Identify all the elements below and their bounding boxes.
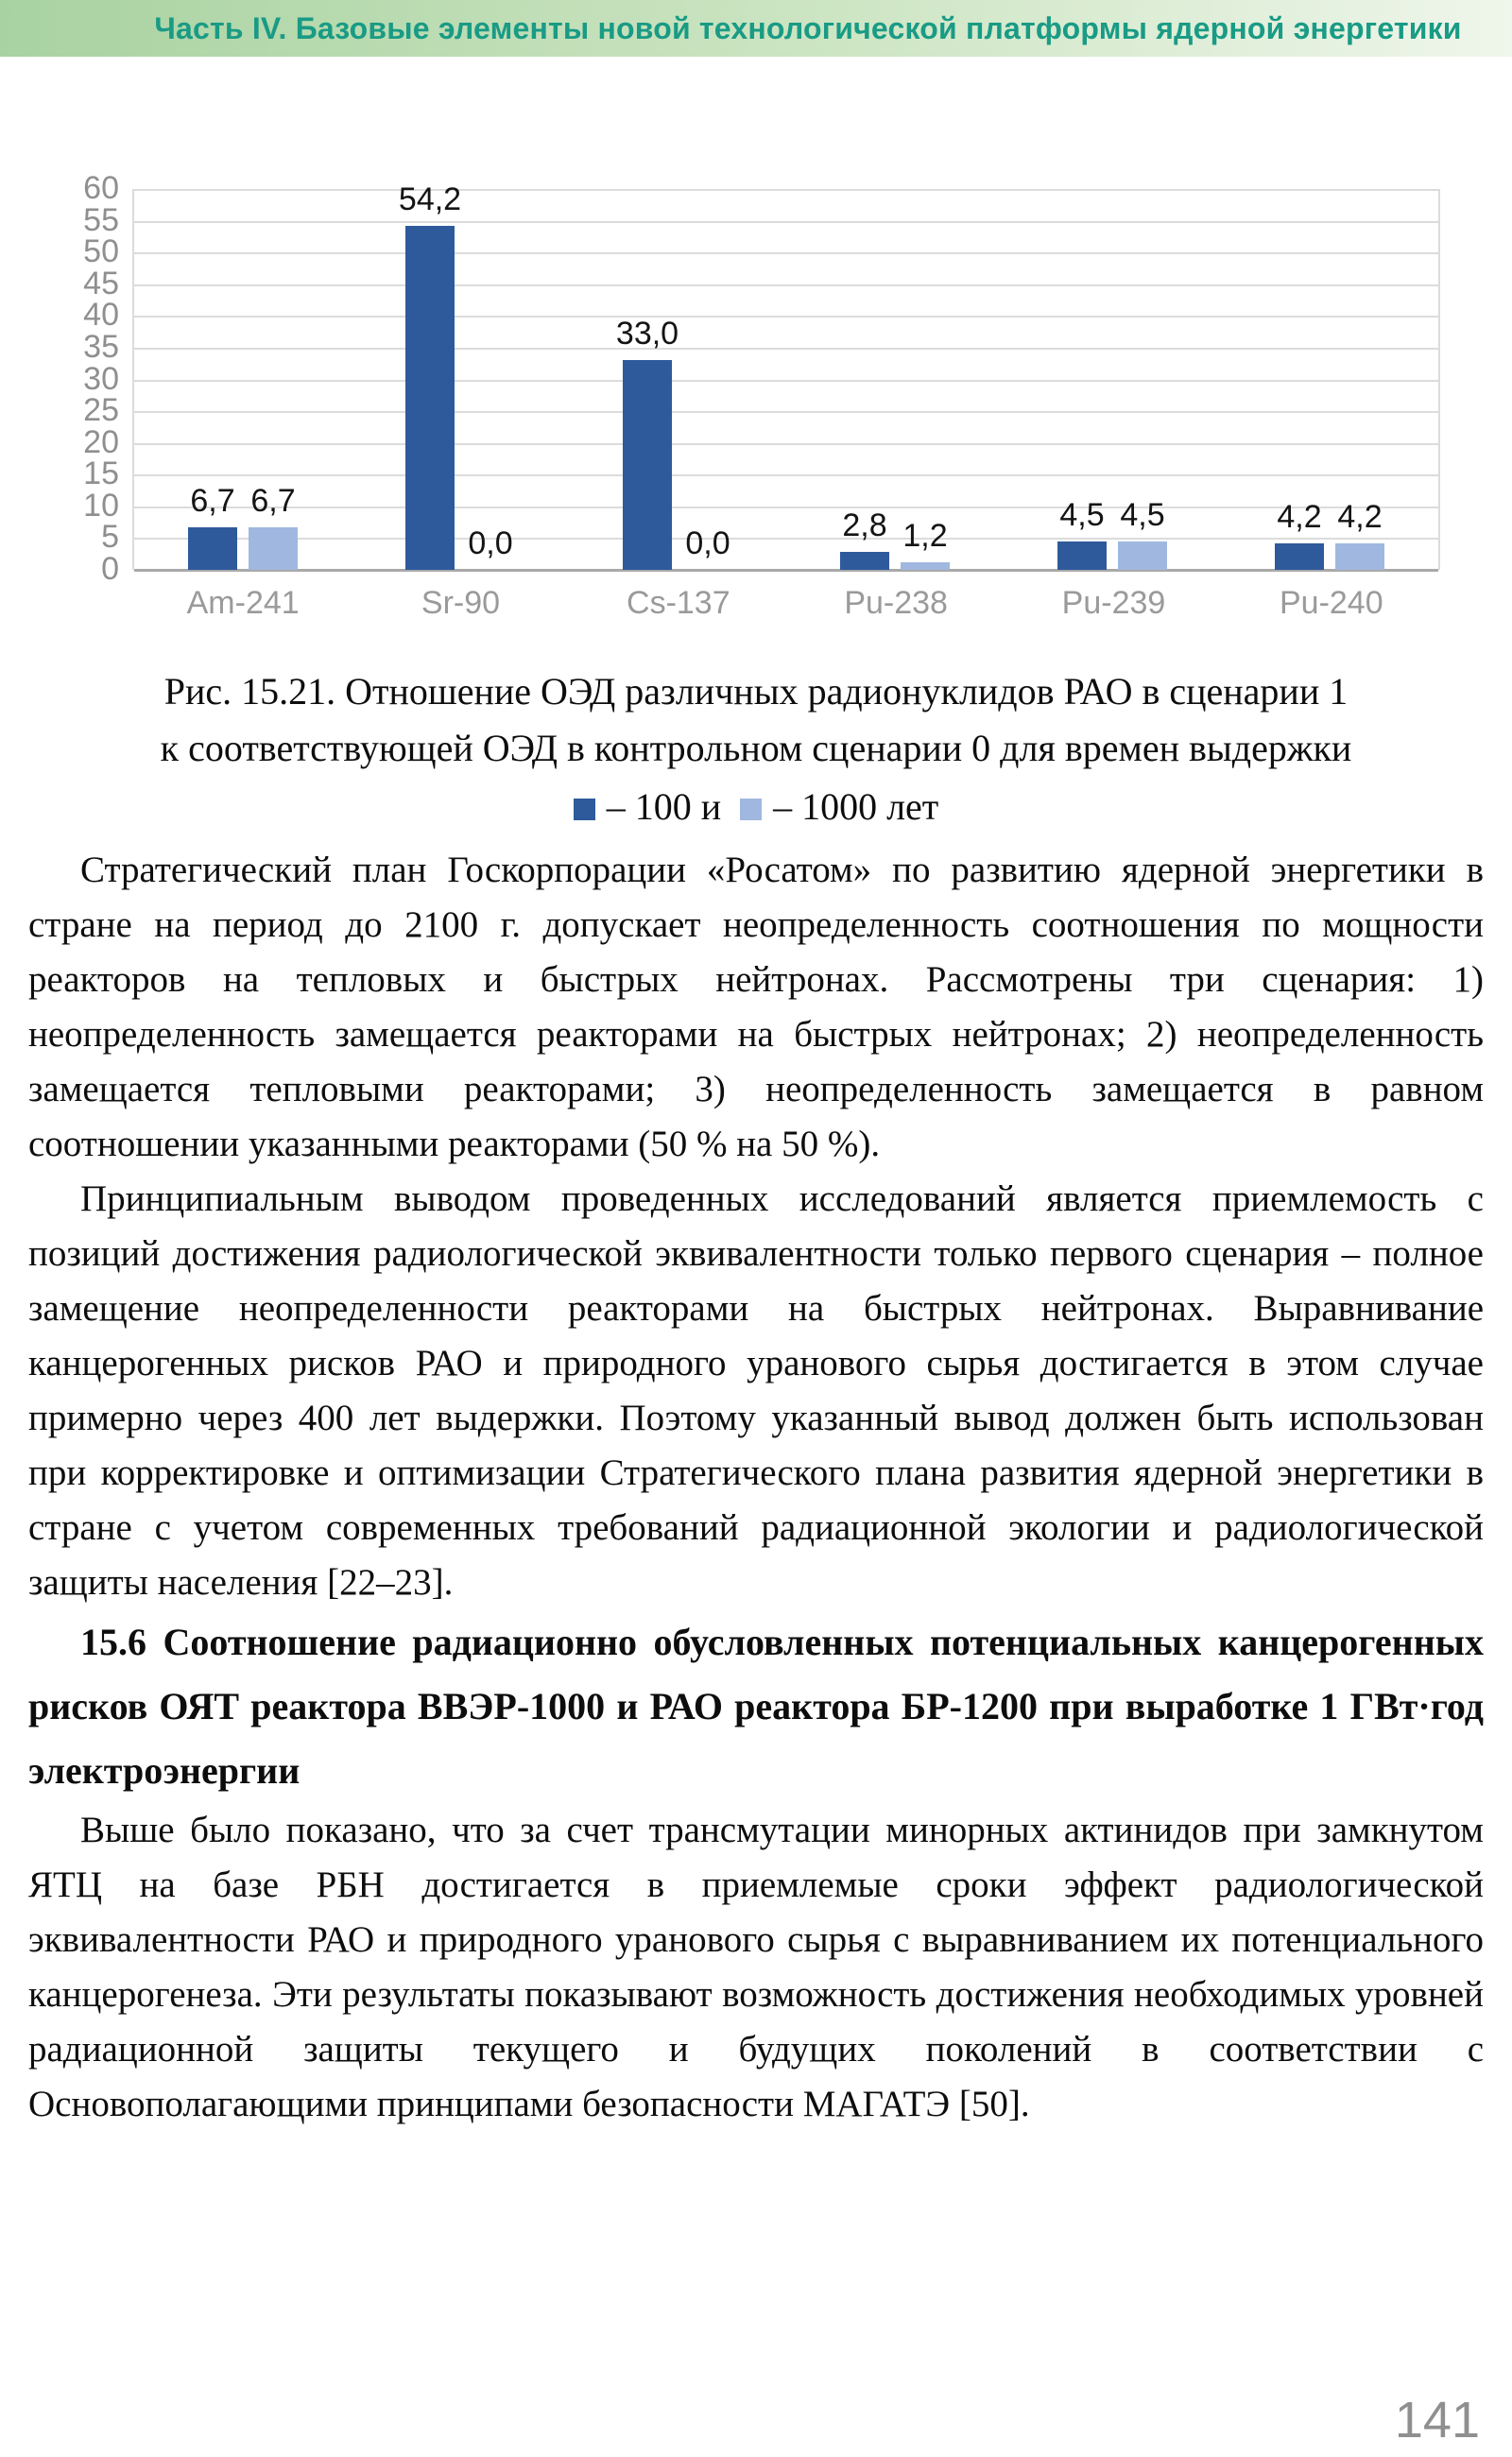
paragraph-2: Принципиальным выводом проведенных иссле… — [28, 1178, 1484, 1603]
bar-group-Pu-240: 4,2 4,2 — [1221, 189, 1438, 570]
y-tick-label: 50 — [83, 233, 119, 269]
figure-caption: Рис. 15.21. Отношение ОЭД различных ради… — [38, 663, 1474, 835]
y-tick-label: 35 — [83, 329, 119, 365]
page-header-band: Часть IV. Базовые элементы новой техноло… — [0, 0, 1512, 57]
bar-100лет-Sr-90 — [405, 226, 455, 570]
y-tick-label: 5 — [101, 519, 119, 555]
figure-caption-line2: к соответствующей ОЭД в контрольном сцен… — [160, 727, 1352, 769]
x-category-label-Cs-137: Cs-137 — [627, 585, 730, 621]
x-category-label-Pu-238: Pu-238 — [844, 585, 948, 621]
bar-value-label: 54,2 — [398, 181, 462, 217]
x-category-label-Am-241: Am-241 — [186, 585, 300, 621]
bar-slot: 4,2 — [1335, 189, 1384, 570]
gridline — [134, 316, 1438, 318]
bar-1000лет-Pu-239 — [1118, 541, 1167, 570]
legend-swatch-100yr-icon — [573, 799, 595, 820]
figure-legend: – 100 и – 1000 лет — [38, 779, 1474, 835]
bar-value-label: 0,0 — [685, 525, 730, 561]
bar-1000лет-Am-241 — [249, 527, 298, 570]
bar-slot: 1,2 — [901, 189, 950, 570]
y-tick-label: 10 — [83, 488, 119, 524]
x-category-label-Pu-240: Pu-240 — [1279, 585, 1383, 621]
y-tick-label: 40 — [83, 297, 119, 333]
bar-slot: 6,7 — [188, 189, 237, 570]
legend-label-100yr: – 100 — [606, 785, 692, 828]
legend-swatch-1000yr-icon — [740, 799, 763, 820]
gridline — [134, 443, 1438, 445]
gridline — [134, 474, 1438, 476]
legend-conjunction: и — [700, 785, 722, 828]
bar-groups: 6,7 6,7 54,2 0,0 33,0 0,0 2,8 1,2 4,5 4,5 4,2 4,2 — [134, 181, 1438, 570]
section-heading-15-6: 15.6 Соотношение радиационно обусловленн… — [28, 1621, 1484, 1792]
gridline — [134, 284, 1438, 286]
bar-value-label: 4,2 — [1277, 499, 1322, 535]
bar-100лет-Cs-137 — [623, 360, 672, 570]
y-axis-tick-labels: 60 55 50 45 40 35 30 25 20 15 10 5 0 — [59, 170, 132, 587]
figure-caption-line1: Рис. 15.21. Отношение ОЭД различных ради… — [163, 670, 1349, 713]
gridline — [134, 411, 1438, 413]
bar-1000лет-Pu-240 — [1335, 543, 1384, 570]
bar-group-Sr-90: 54,2 0,0 — [352, 181, 569, 570]
gridline — [134, 348, 1438, 350]
legend-label-1000yr: – 1000 лет — [773, 785, 939, 828]
x-axis-category-labels: Am-241 Sr-90 Cs-137 Pu-238 Pu-239 Pu-240 — [134, 585, 1440, 622]
page-number: 141 — [1394, 2392, 1480, 2448]
bar-group-Am-241: 6,7 6,7 — [134, 189, 352, 570]
bar-slot: 33,0 — [616, 189, 679, 570]
x-axis-baseline — [134, 569, 1438, 572]
y-tick-label: 0 — [101, 551, 119, 587]
bar-100лет-Am-241 — [188, 527, 237, 570]
gridline — [134, 252, 1438, 254]
bar-chart: 60 55 50 45 40 35 30 25 20 15 10 5 0 6,7 6,7 54,2 0,0 33… — [59, 170, 1440, 622]
bar-100лет-Pu-238 — [840, 552, 889, 570]
gridline — [134, 221, 1438, 223]
bar-slot: 2,8 — [840, 189, 889, 570]
bar-1000лет-Pu-238 — [901, 562, 950, 570]
y-tick-label: 15 — [83, 455, 119, 491]
bar-slot: 4,5 — [1057, 189, 1107, 570]
bar-value-label: 2,8 — [842, 507, 887, 543]
bar-100лет-Pu-240 — [1275, 543, 1324, 570]
bar-value-label: 6,7 — [190, 483, 235, 519]
y-tick-label: 20 — [83, 424, 119, 460]
gridline — [134, 538, 1438, 540]
y-tick-label: 55 — [83, 202, 119, 238]
bar-slot: 6,7 — [249, 189, 298, 570]
y-tick-label: 30 — [83, 361, 119, 397]
bar-group-Pu-238: 2,8 1,2 — [786, 189, 1004, 570]
gridline — [134, 380, 1438, 382]
chart-plot-wrap: 60 55 50 45 40 35 30 25 20 15 10 5 0 6,7 6,7 54,2 0,0 33… — [59, 170, 1440, 587]
paragraph-3: Выше было показано, что за счет трансмут… — [28, 1810, 1484, 2124]
bar-value-label: 1,2 — [902, 518, 948, 554]
body-text: Стратегический план Госкорпорации «Росат… — [28, 843, 1484, 2132]
page-header-title: Часть IV. Базовые элементы новой техноло… — [154, 10, 1462, 45]
bar-group-Cs-137: 33,0 0,0 — [569, 189, 786, 570]
bar-slot: 4,5 — [1118, 189, 1167, 570]
y-tick-label: 45 — [83, 266, 119, 301]
bar-group-Pu-239: 4,5 4,5 — [1004, 189, 1221, 570]
paragraph-1: Стратегический план Госкорпорации «Росат… — [28, 850, 1484, 1164]
x-category-label-Pu-239: Pu-239 — [1061, 585, 1166, 621]
bar-slot: 4,2 — [1275, 189, 1324, 570]
y-tick-label: 25 — [83, 392, 119, 428]
bar-value-label: 6,7 — [250, 483, 296, 519]
gridline — [134, 189, 1438, 191]
bar-value-label: 4,5 — [1059, 497, 1105, 533]
bar-value-label: 4,5 — [1120, 497, 1165, 533]
bar-value-label: 33,0 — [615, 316, 679, 352]
bar-100лет-Pu-239 — [1057, 541, 1107, 570]
plot-area: 6,7 6,7 54,2 0,0 33,0 0,0 2,8 1,2 4,5 4,5 4,2 4,2 — [132, 181, 1440, 572]
bar-value-label: 0,0 — [468, 525, 513, 561]
bar-slot: 0,0 — [466, 189, 515, 570]
bar-value-label: 4,2 — [1337, 499, 1383, 535]
bar-slot: 54,2 — [399, 181, 461, 570]
x-category-label-Sr-90: Sr-90 — [421, 585, 501, 621]
bar-slot: 0,0 — [683, 189, 732, 570]
gridline — [134, 507, 1438, 508]
y-tick-label: 60 — [83, 170, 119, 206]
